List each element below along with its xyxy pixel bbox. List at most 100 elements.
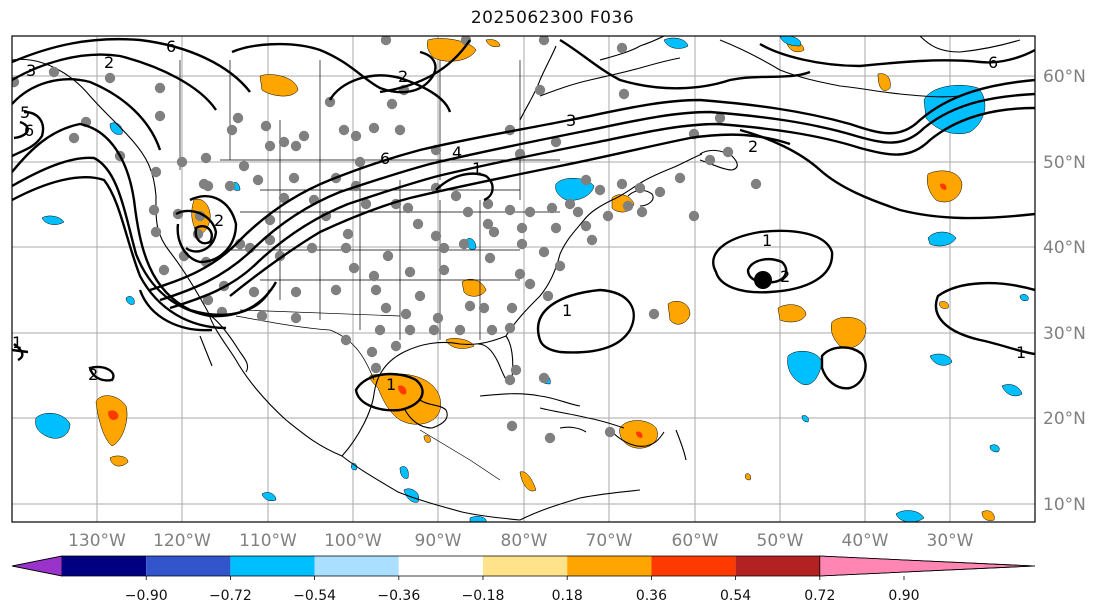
station-dot <box>288 172 300 184</box>
station-dot <box>604 426 616 438</box>
longitude-label: 130°W <box>68 531 126 551</box>
longitude-label: 50°W <box>757 531 804 551</box>
station-dot <box>514 268 526 280</box>
station-dot <box>404 324 416 336</box>
station-dot <box>368 270 380 282</box>
station-dot <box>550 136 562 148</box>
station-dot <box>202 180 214 192</box>
station-dot <box>298 130 310 142</box>
station-dot <box>524 278 536 290</box>
contour-label: 3 <box>26 61 36 80</box>
station-markers <box>12 36 762 444</box>
station-dot <box>618 88 630 100</box>
station-dot <box>350 130 362 142</box>
station-dot <box>340 242 352 254</box>
station-dot <box>306 242 318 254</box>
station-dot <box>374 324 386 336</box>
longitude-label: 110°W <box>239 531 297 551</box>
longitude-label: 40°W <box>842 531 889 551</box>
station-dot <box>290 312 302 324</box>
latitude-label: 10°N <box>1043 495 1086 515</box>
low-center-marker <box>754 271 772 289</box>
station-dot <box>542 290 554 302</box>
station-dot <box>354 156 366 168</box>
longitude-label: 90°W <box>415 531 462 551</box>
station-dot <box>538 246 550 258</box>
station-dot <box>484 252 496 264</box>
station-dot <box>342 228 354 240</box>
colorbar-tick-label: −0.90 <box>125 588 168 604</box>
colorbar-tick-label: −0.36 <box>377 588 420 604</box>
station-dot <box>380 36 392 46</box>
station-dot <box>366 346 378 358</box>
positive-anomaly-areas <box>95 38 995 521</box>
contour-label: 3 <box>566 111 576 130</box>
station-dot <box>534 84 546 96</box>
station-dot <box>104 72 116 84</box>
contour-label: 1 <box>12 333 22 352</box>
station-dot <box>414 290 426 302</box>
map-title: 2025062300 F036 <box>470 8 635 28</box>
station-dot <box>538 372 550 384</box>
colorbar-segment <box>483 556 568 576</box>
longitude-label: 30°W <box>927 531 974 551</box>
station-dot <box>404 266 416 278</box>
contour-label: 5 <box>20 103 30 122</box>
contour-label: 1 <box>562 301 572 320</box>
contour-lines <box>12 37 1035 412</box>
station-dot <box>488 226 500 238</box>
colorbar-tick-label: 0.36 <box>636 588 667 604</box>
station-dot <box>538 36 550 46</box>
station-dot <box>202 294 214 306</box>
station-dot <box>226 124 238 136</box>
station-dot <box>338 124 350 136</box>
station-dot <box>572 206 584 218</box>
contour-label: 1 <box>472 159 482 178</box>
contour-label: 6 <box>988 53 998 72</box>
station-dot <box>370 284 382 296</box>
longitude-label: 60°W <box>672 531 719 551</box>
longitude-label: 70°W <box>586 531 633 551</box>
station-dot <box>594 184 606 196</box>
station-dot <box>586 234 598 246</box>
station-dot <box>200 152 212 164</box>
contour-label: 6 <box>166 37 176 56</box>
station-dot <box>394 124 406 136</box>
colorbar-segment <box>651 556 736 576</box>
station-dot <box>688 210 700 222</box>
station-dot <box>150 166 162 178</box>
contour-label: 4 <box>452 143 462 162</box>
station-dot <box>68 132 80 144</box>
station-dot <box>524 206 536 218</box>
latitude-label: 60°N <box>1043 67 1086 87</box>
longitude-label: 80°W <box>501 531 548 551</box>
station-dot <box>504 204 516 216</box>
station-dot <box>382 250 394 262</box>
station-dot <box>504 374 516 386</box>
station-dot <box>324 96 336 108</box>
station-dot <box>278 192 290 204</box>
station-dot <box>360 198 372 210</box>
station-dot <box>278 136 290 148</box>
station-dot <box>348 262 360 274</box>
station-dot <box>634 182 646 194</box>
colorbar-segment <box>230 556 315 576</box>
colorbar-tick-label: −0.72 <box>209 588 252 604</box>
colorbar-tick-labels: −0.90 −0.72 −0.54 −0.36 −0.18 0.18 0.36 0.54 0.7… <box>125 576 920 604</box>
station-dot <box>150 226 162 238</box>
station-dot <box>252 174 264 186</box>
contour-label: 2 <box>88 365 98 384</box>
station-dot <box>622 200 634 212</box>
colorbar-tick-label: 0.18 <box>552 588 583 604</box>
station-dot <box>482 198 494 210</box>
station-dot <box>290 286 302 298</box>
station-dot <box>176 156 188 168</box>
colorbar-tick-label: 0.54 <box>720 588 751 604</box>
negative-anomaly-areas <box>35 36 1029 522</box>
contour-label: 1 <box>386 375 396 394</box>
station-dot <box>438 242 450 254</box>
station-dot <box>154 110 166 122</box>
station-dot <box>486 324 498 336</box>
colorbar-segment <box>567 556 652 576</box>
map-border <box>11 35 1036 523</box>
